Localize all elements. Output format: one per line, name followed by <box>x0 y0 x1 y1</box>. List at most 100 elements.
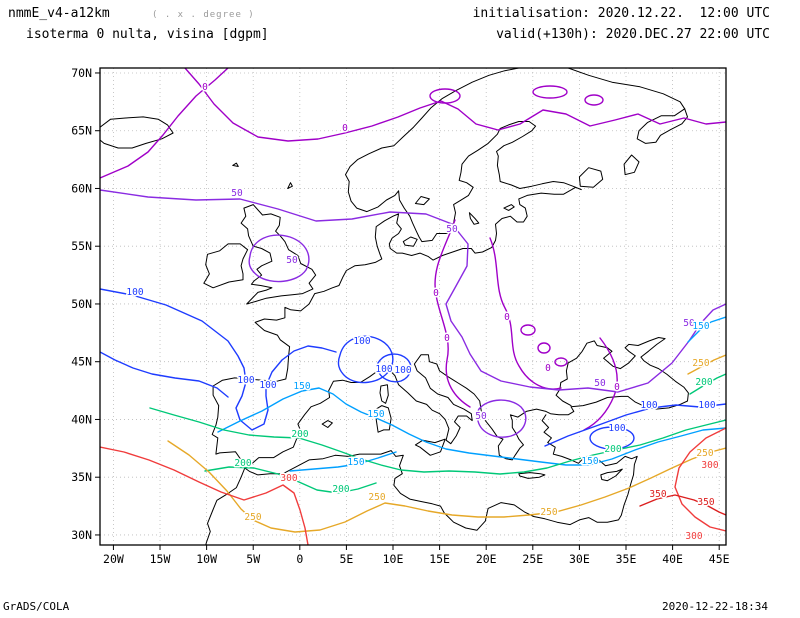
coastline <box>100 116 174 149</box>
contour-0 <box>583 337 618 431</box>
contour-label: 0 <box>433 288 439 299</box>
x-tick-label: 5W <box>246 552 260 566</box>
y-tick-label: 55N <box>71 239 92 253</box>
y-tick-label: 40N <box>71 412 92 426</box>
x-tick-label: 10E <box>383 552 404 566</box>
contour-100 <box>100 288 337 431</box>
contour-label: 200 <box>234 458 251 469</box>
contour-label: 250 <box>692 358 709 369</box>
coastlines <box>100 68 689 545</box>
contour-0 <box>520 324 536 336</box>
contour-0 <box>532 85 568 99</box>
coastline <box>623 154 640 176</box>
contour-label: 0 <box>504 312 510 323</box>
contour-label: 200 <box>695 377 712 388</box>
contour-label: 100 <box>353 336 370 347</box>
contour-0 <box>554 357 568 367</box>
x-tick-label: 15E <box>429 552 450 566</box>
contour-label: 200 <box>291 429 308 440</box>
contour-label: 300 <box>701 460 718 471</box>
contour-300 <box>674 427 726 532</box>
contour-100 <box>100 351 229 398</box>
contour-label: 150 <box>347 457 364 468</box>
contour-100 <box>589 426 635 450</box>
contour-250 <box>167 440 726 533</box>
contour-label: 0 <box>342 123 348 134</box>
y-tick-label: 65N <box>71 124 92 138</box>
contour-label: 50 <box>286 255 298 266</box>
contour-100 <box>337 335 394 384</box>
coastline <box>379 384 389 404</box>
y-tick-label: 30N <box>71 528 92 542</box>
contour-label: 300 <box>280 473 297 484</box>
grads-credit: GrADS/COLA <box>3 600 70 613</box>
contour-label: 250 <box>368 492 385 503</box>
contour-lines <box>100 68 726 545</box>
creation-timestamp: 2020-12-22-18:34 <box>662 600 768 613</box>
coastline <box>414 196 430 206</box>
contour-300 <box>100 446 309 545</box>
contour-label: 250 <box>540 507 557 518</box>
coastline <box>232 162 239 167</box>
contour-label: 150 <box>692 321 709 332</box>
contour-0 <box>100 68 229 179</box>
contour-label: 100 <box>126 287 143 298</box>
x-tick-label: 20W <box>103 552 124 566</box>
contour-350 <box>639 494 726 516</box>
contour-0 <box>429 88 461 104</box>
coastline <box>287 182 293 189</box>
contour-label: 150 <box>581 456 598 467</box>
contour-50 <box>100 189 726 393</box>
contour-label: 100 <box>237 375 254 386</box>
map-frame <box>99 67 727 546</box>
contour-0 <box>489 237 562 390</box>
contour-0 <box>584 94 604 106</box>
contour-50 <box>248 234 310 283</box>
contour-0 <box>434 219 471 408</box>
contour-200 <box>689 373 726 395</box>
contour-label: 0 <box>614 382 620 393</box>
contour-label: 100 <box>259 380 276 391</box>
contour-label: 250 <box>244 512 261 523</box>
coastline <box>503 204 515 211</box>
coastline <box>402 236 418 247</box>
contour-label: 350 <box>649 489 666 500</box>
contour-label: 100 <box>394 365 411 376</box>
y-tick-label: 35N <box>71 470 92 484</box>
x-tick-label: 0 <box>296 552 303 566</box>
coastline <box>636 108 688 144</box>
coastline <box>468 212 480 225</box>
coastline <box>240 204 317 305</box>
contour-label: 200 <box>332 484 349 495</box>
x-tick-label: 10W <box>196 552 217 566</box>
contour-0 <box>537 342 551 354</box>
x-tick-label: 5E <box>339 552 353 566</box>
contour-0 <box>184 68 726 142</box>
coastline <box>249 337 689 467</box>
contour-label: 50 <box>446 224 458 235</box>
coastline <box>567 68 686 110</box>
coastline <box>321 420 333 428</box>
x-tick-label: 45E <box>709 552 730 566</box>
x-tick-label: 15W <box>150 552 171 566</box>
y-tick-label: 50N <box>71 297 92 311</box>
contour-label: 350 <box>697 497 714 508</box>
contour-label: 200 <box>604 444 621 455</box>
gridlines <box>100 68 726 545</box>
contour-100 <box>376 353 412 383</box>
contour-250 <box>687 354 726 375</box>
contour-150 <box>289 451 397 472</box>
coastline <box>211 68 582 467</box>
contour-200 <box>149 407 726 475</box>
coastline <box>414 438 446 456</box>
contour-100 <box>544 403 726 447</box>
coastline <box>375 405 392 433</box>
contour-label: 50 <box>231 188 243 199</box>
contour-50 <box>476 399 527 438</box>
contour-label: 0 <box>444 333 450 344</box>
contour-200 <box>204 466 377 494</box>
contour-label: 100 <box>698 400 715 411</box>
